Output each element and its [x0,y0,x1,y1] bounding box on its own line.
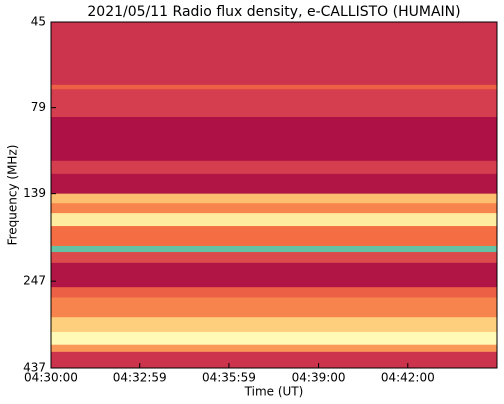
y-tick-label: 79 [31,100,46,114]
y-tick-label: 45 [31,15,46,29]
y-axis-label: Frequency (MHz) [6,145,20,246]
y-tick-label: 247 [23,274,46,288]
heatmap-band [51,89,497,118]
heatmap-band [51,245,497,253]
x-tick-label: 04:39:00 [292,371,346,385]
plot-frame [50,21,498,369]
heatmap-band [51,262,497,288]
chart-title: 2021/05/11 Radio flux density, e-CALLIST… [87,4,460,20]
heatmap-band [51,84,497,90]
x-axis-label: Time (UT) [244,385,304,399]
heatmap-band [51,351,497,369]
heatmap-band [51,22,497,86]
heatmap-band [51,252,497,264]
heatmap-band [51,160,497,175]
heatmap-band [51,317,497,333]
y-tick-label: 437 [23,361,46,375]
heatmap-band [51,203,497,214]
heatmap-band [51,297,497,318]
x-tick-label: 04:30:00 [24,371,78,385]
heatmap-band [51,116,497,162]
heatmap-band [51,193,497,204]
heatmap-band [51,287,497,299]
y-tick-label: 139 [23,186,46,200]
heatmap-band [51,344,497,353]
heatmap-band [51,173,497,195]
heatmap-band [51,226,497,247]
x-tick-label: 04:35:59 [202,371,256,385]
heatmap-band [51,332,497,346]
heatmap-band [51,213,497,227]
x-tick-label: 04:42:00 [381,371,435,385]
x-tick-label: 04:32:59 [113,371,167,385]
